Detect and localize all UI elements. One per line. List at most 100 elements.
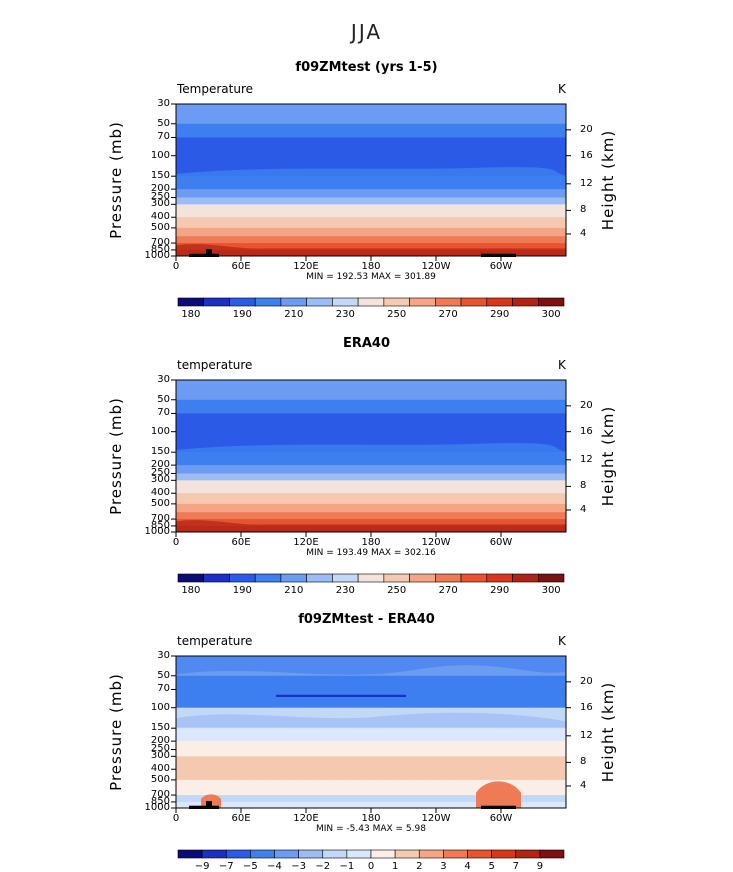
x-tick-label: 0 [172,813,180,824]
colorbar-label: 270 [438,585,458,596]
colorbar-swatch [280,297,307,307]
colorbar-label: 290 [490,309,510,320]
x-tick-label: 120E [293,813,319,824]
x-tick-label: 0 [172,261,180,272]
x-tick-label: 120W [421,813,451,824]
y-tick-label: 200 [150,735,170,747]
y-tick-label: 1000 [144,802,170,813]
colorbar-label: 290 [490,585,510,596]
colorbar [177,849,565,859]
contour-band [176,801,566,809]
right-axis-title: Height (km) [599,681,617,783]
colorbar-swatch [383,297,410,307]
contour-band [176,675,566,690]
axis-ticks [171,103,571,261]
y-tick-label: 400 [150,487,170,499]
y-tick-label: 200 [150,183,170,195]
topography-mask [189,805,219,809]
contour-plot [175,103,567,257]
contour-band [176,689,566,709]
x-tick-label: 120W [421,537,451,548]
axis-ticks [171,379,571,537]
colorbar-label: 210 [284,585,304,596]
y-tick-label: 850 [150,795,170,807]
height-tick-label: 16 [580,425,593,437]
y-tick-label: 200 [150,459,170,471]
colorbar-label: −1 [339,861,355,872]
contour-band [176,167,566,179]
contour-band [176,443,566,455]
y-tick-label: 850 [150,243,170,255]
height-tick-label: 12 [580,453,593,465]
height-tick-label: 20 [580,123,593,135]
colorbar-swatch [254,297,282,307]
contour-band [176,204,566,218]
colorbar-swatch [443,849,468,859]
colorbar-label: 180 [181,309,201,320]
colorbar-label: −7 [218,861,234,872]
contour-band [176,227,566,237]
y-tick-label: 500 [150,221,170,233]
y-tick-label: 150 [150,722,170,734]
y-tick-label: 500 [150,773,170,785]
y-tick-label: 30 [157,650,170,661]
colorbar-swatch [177,573,205,583]
contour-plot [175,379,567,533]
y-tick-label: 250 [150,191,170,203]
colorbar-swatch [512,297,539,307]
y-tick-label: 150 [150,170,170,182]
colorbar-swatch [537,297,565,307]
colorbar-label: 4 [464,861,471,872]
colorbar [177,297,565,307]
colorbar-label: 230 [335,585,355,596]
colorbar [177,573,565,583]
x-tick-label: 60E [231,813,251,824]
variable-label: temperature [177,358,253,372]
colorbar-swatch [322,849,348,859]
colorbar-swatch [177,849,203,859]
units-label: K [558,634,566,648]
contour-band [176,503,566,513]
contour-band [176,465,566,474]
colorbar-swatch [512,573,539,583]
colorbar-swatch [467,849,492,859]
colorbar-swatch [486,573,513,583]
topography-mask [481,805,516,809]
y-axis-title: Pressure (mb) [107,121,125,239]
colorbar-swatch [298,849,324,859]
colorbar-label: 250 [387,585,407,596]
height-tick-label: 20 [580,399,593,411]
colorbar-label: 230 [335,309,355,320]
colorbar-label: −5 [243,861,258,872]
contour-band [176,493,566,505]
topography-mask [481,253,516,257]
colorbar-swatch [306,297,333,307]
colorbar-swatch [306,573,333,583]
colorbar-swatch [225,849,251,859]
colorbar-swatch [409,297,436,307]
colorbar-swatch [370,849,396,859]
x-tick-label: 60E [231,261,251,272]
x-tick-label: 0 [172,537,180,548]
contour-band [176,380,566,401]
y-axis-title: Pressure (mb) [107,397,125,515]
units-label: K [558,82,566,96]
contour-band [176,399,566,414]
colorbar-label: −3 [291,861,306,872]
x-tick-label: 60W [489,261,513,272]
contour-band [176,104,566,125]
colorbar-swatch [229,297,256,307]
colorbar-swatch [435,573,462,583]
colorbar-label: 7 [512,861,519,872]
contour-band [176,452,566,466]
colorbar-swatch [177,297,205,307]
colorbar-swatch [346,849,372,859]
contour-band [176,480,566,494]
right-axis-title: Height (km) [599,405,617,507]
y-tick-label: 50 [157,393,170,405]
contour-band [176,176,566,190]
y-tick-label: 700 [150,237,170,249]
colorbar-label: 2 [416,861,423,872]
height-tick-label: 16 [580,701,593,713]
contour-band [176,712,566,728]
